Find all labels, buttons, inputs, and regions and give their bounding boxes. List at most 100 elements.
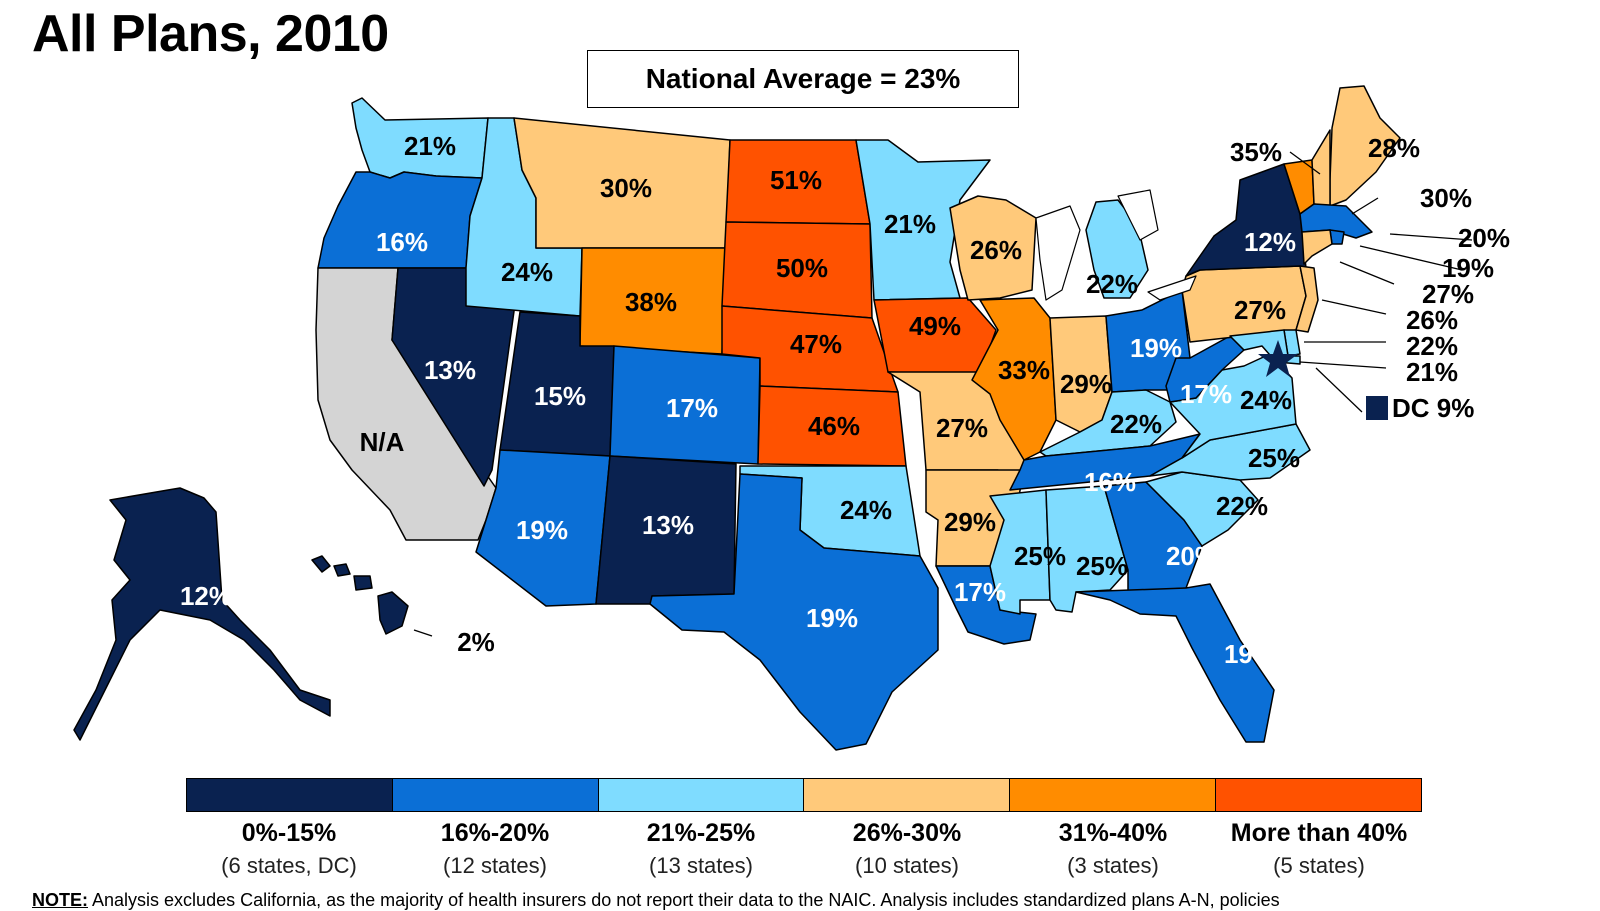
state-callout-nj: 26%	[1406, 305, 1458, 335]
state-label-va: 24%	[1240, 385, 1292, 415]
state-callout-hi: 2%	[457, 627, 495, 657]
state-label-wv: 17%	[1180, 379, 1232, 409]
legend-count: (5 states)	[1273, 853, 1365, 878]
state-label-ne: 47%	[790, 329, 842, 359]
state-label-fl: 19%	[1224, 639, 1276, 669]
callout-leader-line	[1339, 261, 1395, 285]
state-label-mn: 21%	[884, 209, 936, 239]
state-label-mi: 22%	[1086, 269, 1138, 299]
legend-count: (10 states)	[855, 853, 959, 878]
state-label-co: 17%	[666, 393, 718, 423]
state-label-ut: 15%	[534, 381, 586, 411]
state-label-ar: 29%	[944, 507, 996, 537]
state-label-ca: N/A	[360, 427, 405, 457]
state-label-il: 33%	[998, 355, 1050, 385]
state-label-nm: 13%	[642, 510, 694, 540]
callout-leader-line	[1351, 197, 1379, 215]
dc-star-icon	[1258, 340, 1298, 377]
state-ny	[1185, 163, 1307, 277]
legend: 0%-15% (6 states, DC) 16%-20% (12 states) …	[186, 778, 1422, 882]
legend-swatch-26-30	[804, 779, 1011, 811]
footnote: NOTE: Analysis excludes California, as t…	[32, 890, 1280, 911]
callout-leader-line	[1299, 361, 1387, 369]
state-label-mo: 27%	[936, 413, 988, 443]
state-label-nv: 13%	[424, 355, 476, 385]
state-label-ky: 22%	[1110, 409, 1162, 439]
state-wv	[1165, 335, 1245, 403]
legend-count: (3 states)	[1067, 853, 1159, 878]
legend-range: 16%-20%	[440, 819, 550, 847]
legend-range: 31%-40%	[1058, 819, 1168, 847]
great-lakes	[1035, 189, 1197, 301]
state-label-sd: 50%	[776, 253, 828, 283]
footnote-label: NOTE:	[32, 890, 88, 910]
state-label-wi: 26%	[970, 235, 1022, 265]
legend-item: 0%-15% (6 states, DC)	[186, 816, 392, 882]
legend-swatch-0-15	[187, 779, 393, 811]
state-callout-de: 22%	[1406, 331, 1458, 361]
state-label-ms: 25%	[1014, 541, 1066, 571]
legend-swatch-16-20	[392, 779, 599, 811]
state-label-az: 19%	[516, 515, 568, 545]
callout-leader-line	[1359, 245, 1463, 271]
dc-color-square	[1366, 396, 1388, 420]
legend-item: More than 40% (5 states)	[1216, 816, 1422, 882]
legend-count: (6 states, DC)	[221, 853, 357, 878]
legend-count: (12 states)	[443, 853, 547, 878]
state-label-ga: 20%	[1166, 541, 1218, 571]
footnote-text: Analysis excludes California, as the maj…	[92, 890, 1280, 910]
state-callout-ri: 19%	[1442, 253, 1494, 283]
state-label-nd: 51%	[770, 165, 822, 195]
legend-item: 21%-25% (13 states)	[598, 816, 804, 882]
state-label-tn: 16%	[1084, 467, 1136, 497]
state-label-oh: 19%	[1130, 333, 1182, 363]
state-callout-nh: 30%	[1420, 183, 1472, 213]
legend-swatch-21-25	[598, 779, 805, 811]
state-label-la: 17%	[954, 577, 1006, 607]
legend-count: (13 states)	[649, 853, 753, 878]
state-wi	[949, 195, 1037, 301]
state-callout-ct: 27%	[1422, 279, 1474, 309]
legend-item: 16%-20% (12 states)	[392, 816, 598, 882]
legend-swatch-40-plus	[1216, 779, 1421, 811]
callout-leader-line	[413, 629, 433, 637]
legend-item: 31%-40% (3 states)	[1010, 816, 1216, 882]
legend-color-bar	[186, 778, 1422, 812]
national-average-box: National Average = 23%	[587, 50, 1019, 108]
callout-leader-line	[1289, 151, 1321, 175]
state-callout-ma: 20%	[1458, 223, 1510, 253]
state-label-mt: 30%	[600, 173, 652, 203]
state-hi	[311, 555, 409, 635]
state-label-ia: 49%	[909, 311, 961, 341]
state-label-in: 29%	[1060, 369, 1112, 399]
legend-item: 26%-30% (10 states)	[804, 816, 1010, 882]
legend-range: 21%-25%	[646, 819, 756, 847]
page-title: All Plans, 2010	[32, 5, 389, 63]
state-label-ks: 46%	[808, 411, 860, 441]
state-label-or: 16%	[376, 227, 428, 257]
state-label-ok: 24%	[840, 495, 892, 525]
state-label-wa: 21%	[404, 131, 456, 161]
state-label-id: 24%	[501, 257, 553, 287]
state-label-ak: 12%	[180, 581, 232, 611]
state-ct	[1301, 229, 1333, 265]
callout-leader-line	[1389, 233, 1473, 241]
legend-swatch-31-40	[1010, 779, 1217, 811]
state-label-sc: 22%	[1216, 491, 1268, 521]
callout-leader-line	[1321, 299, 1387, 315]
state-fl	[1075, 583, 1275, 743]
state-label-nc: 25%	[1248, 443, 1300, 473]
legend-range: More than 40%	[1230, 819, 1408, 847]
legend-range: 0%-15%	[241, 819, 337, 847]
state-label-pa: 27%	[1234, 295, 1286, 325]
state-label-tx: 19%	[806, 603, 858, 633]
state-ak	[73, 487, 331, 741]
national-average-label: National Average = 23%	[645, 63, 961, 94]
legend-range: 26%-30%	[852, 819, 962, 847]
state-label-wy: 38%	[625, 287, 677, 317]
state-callout-md: 21%	[1406, 357, 1458, 387]
callout-leader-line	[1315, 367, 1363, 413]
state-nj	[1295, 265, 1319, 333]
state-tx	[649, 473, 939, 751]
